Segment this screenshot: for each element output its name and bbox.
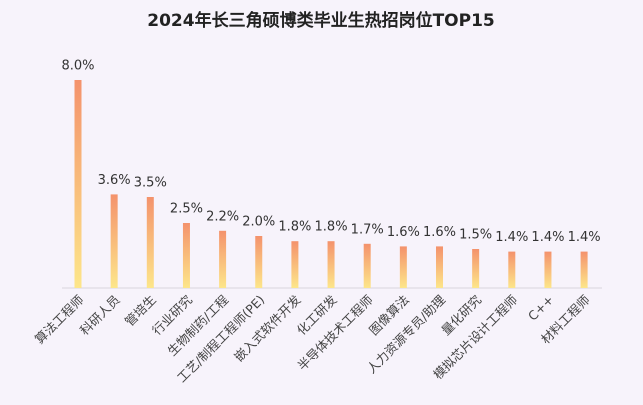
bar [74,80,82,288]
bar [508,251,516,288]
bar [399,246,407,288]
bar [182,223,190,288]
bar [146,197,154,288]
value-label: 3.5% [134,176,167,191]
bar [580,251,588,288]
bar [291,241,299,288]
value-label: 1.5% [459,228,492,243]
value-label: 1.6% [387,225,420,240]
value-label: 1.4% [531,230,564,245]
bar [255,236,263,288]
bar [219,230,227,288]
bar [110,194,118,288]
value-label: 1.8% [278,220,311,235]
value-label: 2.0% [242,215,275,230]
value-label: 1.4% [568,230,601,245]
value-label: 3.6% [98,173,131,188]
bar [436,246,443,288]
value-label: 1.8% [315,220,348,235]
value-label: 1.7% [351,222,384,237]
bar [363,243,371,288]
value-label: 1.6% [423,225,456,240]
value-label: 2.2% [206,209,239,224]
value-label: 2.5% [170,202,203,217]
bar [544,251,552,288]
value-label: 8.0% [61,59,94,74]
value-label: 1.4% [495,230,528,245]
bar [472,249,480,288]
bar [327,241,335,288]
chart-title: 2024年长三角硕博类毕业生热招岗位TOP15 [147,10,494,31]
